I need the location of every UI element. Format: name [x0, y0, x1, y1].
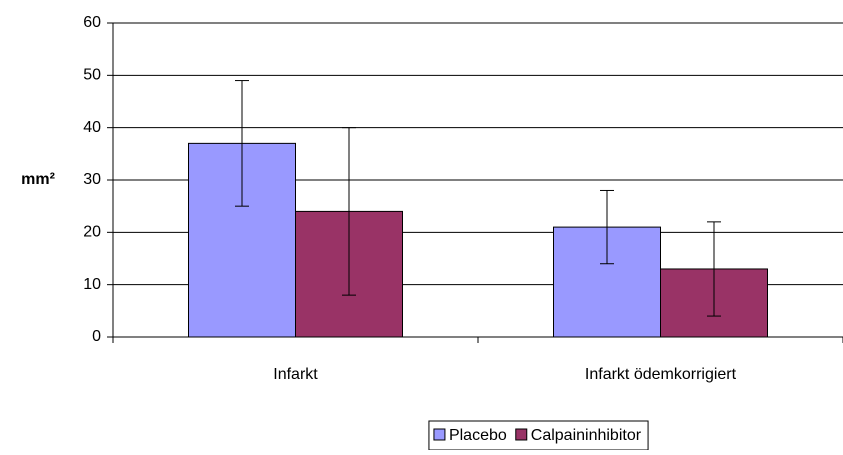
y-tick-label: 30	[83, 171, 101, 188]
error-bar	[235, 80, 249, 207]
y-tick-label: 60	[83, 14, 101, 31]
x-tick-label: Infarkt ödemkorrigiert	[585, 366, 737, 383]
y-axis-label: mm²	[21, 171, 55, 188]
legend-box	[428, 420, 649, 451]
y-tick-label: 40	[83, 119, 101, 136]
x-tick-label: Infarkt	[273, 366, 318, 383]
y-tick-label: 50	[83, 67, 101, 84]
legend-swatch	[515, 428, 528, 441]
legend: Placebo Calpaininhibitor	[428, 420, 649, 451]
legend-label: Placebo	[449, 427, 507, 444]
error-bar	[600, 189, 614, 265]
legend-label: Calpaininhibitor	[531, 427, 642, 444]
y-tick-label: 20	[83, 224, 101, 241]
error-bar	[707, 221, 721, 317]
y-tick-label: 0	[92, 328, 101, 345]
y-tick-label: 10	[83, 276, 101, 293]
error-bar	[342, 127, 356, 296]
legend-swatch	[433, 428, 446, 441]
